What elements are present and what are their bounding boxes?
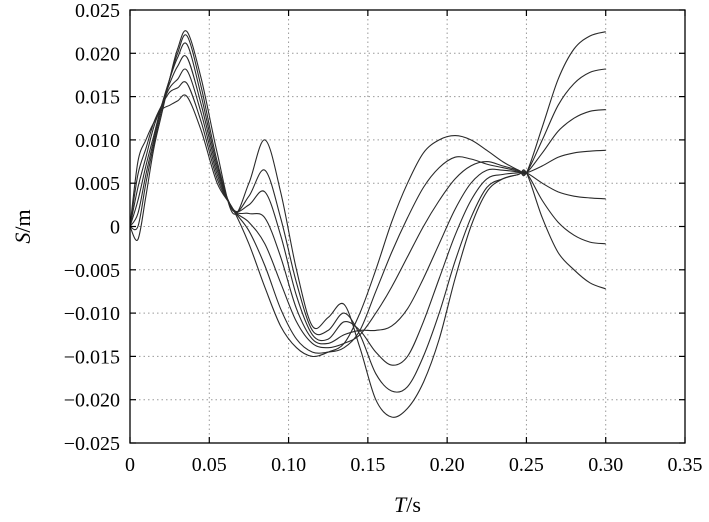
x-tick-label: 0.25 <box>509 454 544 476</box>
x-tick-label: 0.15 <box>350 454 385 476</box>
x-tick-label: 0 <box>125 454 135 476</box>
x-tick-label: 0.10 <box>271 454 306 476</box>
y-tick-label: −0.025 <box>64 433 120 455</box>
y-tick-label: 0.015 <box>75 87 120 109</box>
y-tick-label: −0.010 <box>64 303 120 325</box>
axis-ticks <box>129 9 686 444</box>
x-tick-label: 0.20 <box>430 454 465 476</box>
x-tick-labels: 0 0.05 0.10 0.15 0.20 0.25 0.30 0.35 <box>125 454 703 476</box>
y-tick-labels: −0.025 −0.020 −0.015 −0.010 −0.005 0 0.005 0.01… <box>64 0 120 455</box>
x-tick-label: 0.35 <box>668 454 703 476</box>
y-tick-label: −0.005 <box>64 260 120 282</box>
y-tick-label: −0.020 <box>64 390 120 412</box>
x-tick-label: 0.05 <box>192 454 227 476</box>
y-tick-label: 0.010 <box>75 130 120 152</box>
grid <box>130 10 685 443</box>
y-axis-label: S/m <box>10 209 35 243</box>
x-tick-label: 0.30 <box>588 454 623 476</box>
y-tick-label: 0.005 <box>75 173 120 195</box>
y-tick-label: 0 <box>110 217 120 239</box>
series-group <box>129 30 606 418</box>
y-tick-label: −0.015 <box>64 346 120 368</box>
y-tick-label: 0.020 <box>75 43 120 65</box>
y-tick-label: 0.025 <box>75 0 120 22</box>
plot-frame <box>129 9 686 444</box>
x-axis-label: T/s <box>394 492 421 517</box>
series-line-6 <box>129 68 606 354</box>
series-line-7 <box>129 31 606 358</box>
